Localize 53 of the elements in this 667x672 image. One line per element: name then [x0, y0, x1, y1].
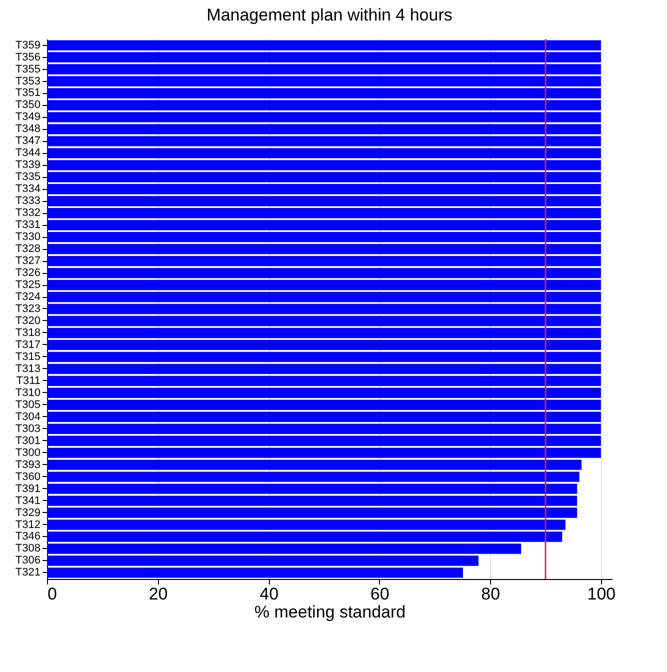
y-tick-label: T317: [15, 338, 40, 351]
y-tick-label: T353: [15, 75, 40, 88]
y-tick-label: T334: [15, 183, 40, 196]
y-tick-label: T323: [15, 303, 40, 315]
y-tick-label: T341: [15, 494, 40, 507]
y-tick-label: T306: [15, 554, 40, 567]
y-tick-label: T325: [15, 279, 40, 292]
y-tick-label: T344: [15, 147, 40, 160]
y-tick-label: T300: [15, 446, 40, 459]
y-tick-label: T335: [15, 171, 40, 184]
y-tick-label: T355: [15, 63, 40, 76]
y-tick-label: T313: [15, 362, 40, 375]
y-tick-label: T348: [15, 123, 40, 136]
y-tick-label: T312: [15, 518, 40, 531]
y-tick-label: T328: [15, 243, 40, 256]
y-tick-label: T320: [15, 314, 40, 327]
y-tick-label: T304: [15, 410, 40, 423]
y-tick-label: T346: [15, 530, 40, 543]
y-tick-label: T332: [15, 207, 40, 220]
y-tick-label: T350: [15, 99, 40, 112]
y-tick-label: T305: [15, 398, 40, 411]
x-tick-label: 20: [148, 584, 168, 604]
chart-title: Management plan within 4 hours: [206, 5, 452, 24]
y-tick-label: T330: [15, 231, 40, 244]
y-tick-label: T333: [15, 195, 40, 208]
x-tick-label: 40: [260, 584, 279, 604]
y-tick-label: T326: [15, 267, 40, 280]
y-tick-label: T315: [15, 350, 40, 363]
x-tick-label: 100: [587, 584, 616, 604]
x-axis-title: % meeting standard: [254, 602, 406, 622]
y-tick-label: T303: [15, 422, 40, 435]
x-tick-label: 80: [481, 584, 500, 604]
y-tick-label: T318: [15, 326, 40, 339]
y-tick-label: T321: [15, 566, 40, 579]
x-tick-label: 60: [370, 584, 390, 604]
y-tick-label: T301: [15, 434, 40, 447]
y-tick-label: T308: [15, 542, 40, 555]
y-tick-label: T339: [15, 159, 40, 172]
y-tick-label: T360: [15, 470, 40, 483]
y-tick-label: T391: [15, 482, 40, 495]
y-tick-label: T356: [15, 51, 40, 64]
y-tick-label: T310: [15, 386, 40, 399]
y-tick-label: T311: [16, 374, 40, 387]
y-tick-label: T393: [15, 458, 40, 471]
y-tick-label: T327: [15, 255, 40, 268]
y-tick-label: T351: [15, 87, 40, 100]
x-tick-label: 0: [48, 584, 57, 604]
y-tick-label: T359: [15, 39, 40, 52]
y-tick-label: T329: [15, 506, 40, 519]
y-tick-label: T349: [15, 111, 40, 124]
y-tick-label: T324: [15, 291, 40, 304]
y-tick-label: T347: [15, 135, 40, 148]
y-tick-label: T331: [15, 219, 40, 232]
